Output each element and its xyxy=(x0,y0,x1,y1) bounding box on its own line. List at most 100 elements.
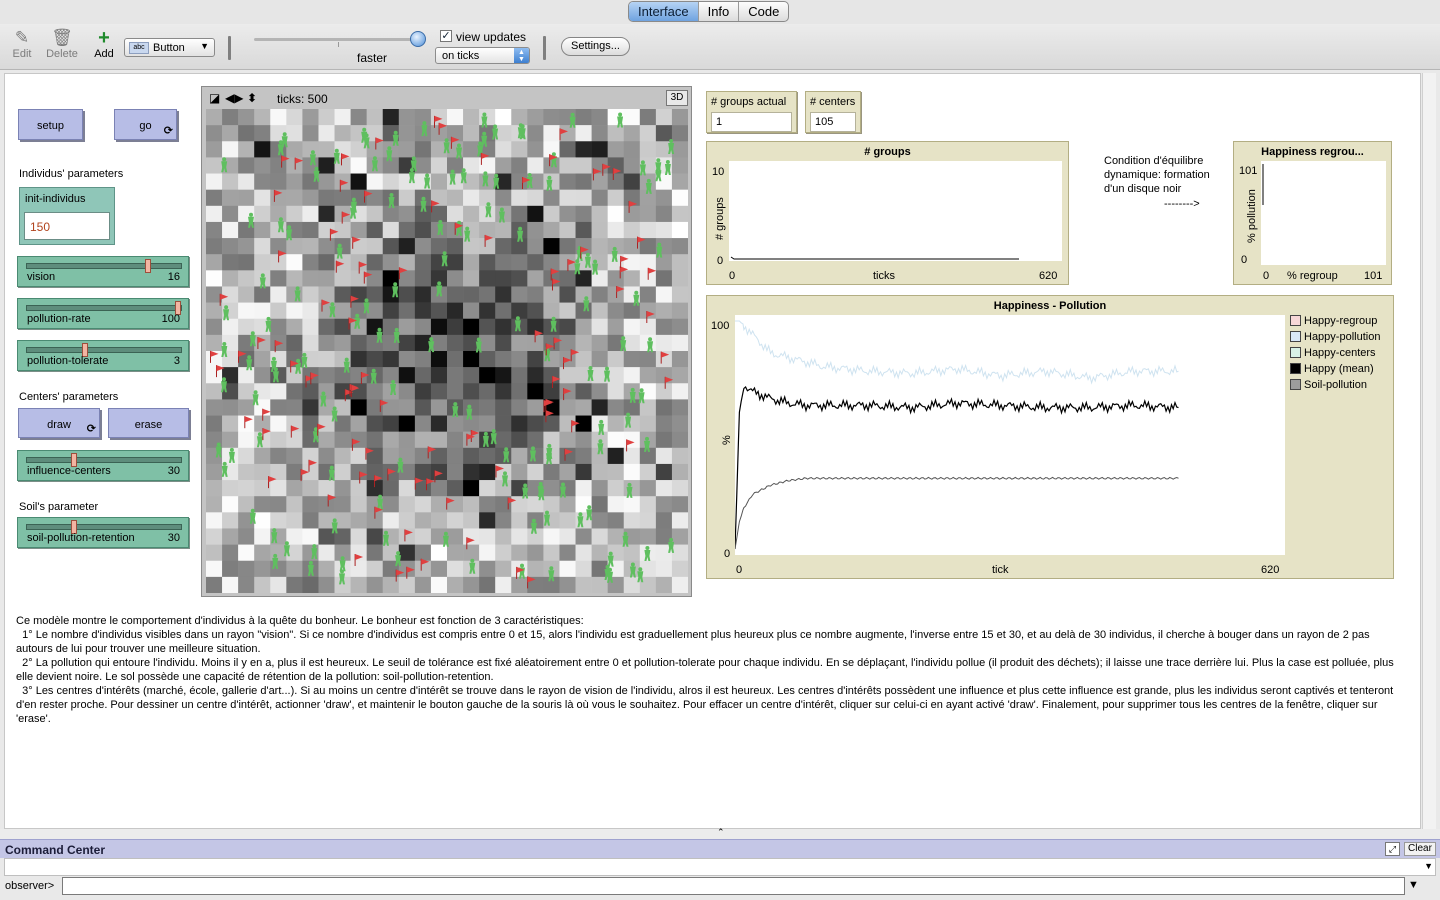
person-icon xyxy=(560,482,566,498)
x-min-label: 0 xyxy=(729,270,736,282)
happiness-regroup-plot[interactable]: Happiness regrou... 101 0 % pollution 0 … xyxy=(1233,141,1392,285)
panel-splitter[interactable]: ⌃ xyxy=(0,827,1440,839)
person-icon xyxy=(548,566,555,582)
tab-interface[interactable]: Interface xyxy=(629,2,698,21)
groups-plot[interactable]: # groups 10 0 # groups 0 ticks 620 xyxy=(706,141,1069,285)
person-icon xyxy=(485,202,492,218)
vertical-scrollbar[interactable] xyxy=(1422,73,1436,829)
flag-icon xyxy=(414,477,424,490)
3d-view-button[interactable]: 3D xyxy=(666,90,688,106)
slider-value: 30 xyxy=(167,532,180,544)
expand-icon[interactable]: ⤢ xyxy=(1385,842,1400,856)
person-icon xyxy=(265,316,272,332)
person-icon xyxy=(583,296,590,312)
pollution-rate-slider[interactable]: pollution-rate 100 xyxy=(17,298,189,329)
speed-slider-track[interactable] xyxy=(254,38,422,41)
person-icon xyxy=(538,485,545,501)
flag-icon xyxy=(592,168,602,181)
flag-icon xyxy=(395,569,405,582)
slider-thumb[interactable] xyxy=(175,301,181,315)
clear-button[interactable]: Clear xyxy=(1404,842,1436,856)
legend-label: Happy-centers xyxy=(1304,347,1376,359)
flag-icon xyxy=(431,200,440,213)
person-icon xyxy=(256,432,263,448)
settings-button[interactable]: Settings... xyxy=(561,37,630,56)
flag-icon xyxy=(580,246,589,259)
go-button[interactable]: go ⟳ xyxy=(114,109,177,140)
slider-thumb[interactable] xyxy=(71,520,78,534)
setup-button[interactable]: setup xyxy=(18,109,83,140)
person-icon xyxy=(339,556,346,572)
flag-icon xyxy=(619,266,629,279)
edit-label: Edit xyxy=(12,48,32,60)
flag-icon xyxy=(404,529,413,542)
person-icon xyxy=(586,505,593,521)
flag-icon xyxy=(426,478,435,491)
tab-code[interactable]: Code xyxy=(738,2,788,21)
update-mode-select[interactable]: on ticks ▲ ▼ xyxy=(435,47,530,64)
person-icon xyxy=(647,337,654,353)
flag-icon xyxy=(612,168,622,180)
horizontal-resize-icon[interactable]: ◀▶ xyxy=(225,91,244,105)
slider-thumb[interactable] xyxy=(71,453,78,467)
trash-icon: 🗑 xyxy=(51,28,73,47)
tab-info[interactable]: Info xyxy=(697,2,739,21)
groups-line xyxy=(730,256,1019,260)
soil-pollution-retention-slider[interactable]: soil-pollution-retention 30 xyxy=(17,517,189,548)
draw-button[interactable]: draw ⟳ xyxy=(18,408,100,438)
delete-label: Delete xyxy=(46,48,78,60)
person-icon xyxy=(449,169,456,185)
flag-icon xyxy=(216,365,225,378)
pollution-tolerate-slider[interactable]: pollution-tolerate 3 xyxy=(17,340,189,371)
forever-icon: ⟳ xyxy=(163,125,173,137)
flag-icon xyxy=(570,349,580,362)
widget-type-select[interactable]: abc Button ▼ xyxy=(124,38,215,57)
world-view-header: ◪ ◀▶ ⬍ ticks: 500 3D xyxy=(202,87,691,109)
vertical-resize-icon[interactable]: ⬍ xyxy=(247,91,258,105)
person-icon xyxy=(644,436,650,452)
init-individus-field[interactable]: 150 xyxy=(24,212,110,240)
world-view: ◪ ◀▶ ⬍ ticks: 500 3D xyxy=(201,86,692,597)
influence-centers-slider[interactable]: influence-centers 30 xyxy=(17,450,189,481)
flag-icon xyxy=(310,372,319,385)
legend-happy-centers: Happy-centers xyxy=(1290,347,1376,359)
slider-thumb[interactable] xyxy=(81,343,88,357)
slider-thumb[interactable] xyxy=(145,259,152,273)
chevron-down-icon[interactable]: ▼ xyxy=(1408,879,1419,891)
flag-icon xyxy=(550,268,560,281)
person-icon xyxy=(587,366,594,381)
flag-icon xyxy=(329,228,339,241)
person-icon xyxy=(622,531,629,547)
delete-button[interactable]: 🗑 Delete xyxy=(42,28,82,60)
person-icon xyxy=(336,243,343,259)
turtles-layer xyxy=(215,112,675,585)
erase-button[interactable]: erase xyxy=(108,408,189,438)
flag-icon xyxy=(522,177,531,189)
edit-button[interactable]: ✎ Edit xyxy=(2,28,42,60)
view-updates-checkbox[interactable]: ✓ xyxy=(440,30,452,42)
zoom-icon[interactable]: ◪ xyxy=(209,91,221,105)
flag-icon xyxy=(527,576,536,589)
flag-icon xyxy=(273,189,283,202)
flag-icon xyxy=(290,360,299,373)
flag-icon xyxy=(563,388,572,401)
person-icon xyxy=(482,431,489,447)
vision-slider[interactable]: vision 16 xyxy=(17,256,189,287)
person-icon xyxy=(370,368,377,384)
command-input[interactable] xyxy=(62,877,1405,895)
person-icon xyxy=(481,131,488,147)
person-icon xyxy=(442,531,449,547)
command-center-title: Command Center xyxy=(5,843,106,857)
flag-icon xyxy=(257,337,266,349)
happiness-pollution-plot[interactable]: Happiness - Pollution 100 0 % 0 tick 620 xyxy=(706,295,1394,579)
person-icon xyxy=(498,207,505,223)
observer-context-label[interactable]: observer> xyxy=(5,880,55,892)
flag-icon xyxy=(364,190,373,203)
legend-label: Happy (mean) xyxy=(1304,363,1374,375)
legend-label: Soil-pollution xyxy=(1304,379,1367,391)
command-history[interactable]: ▼ xyxy=(4,858,1436,876)
world-canvas[interactable] xyxy=(206,109,688,593)
add-button[interactable]: + Add xyxy=(84,28,124,60)
speed-slider-knob[interactable] xyxy=(410,31,426,47)
init-individus-input[interactable]: init-individus 150 xyxy=(19,187,115,245)
